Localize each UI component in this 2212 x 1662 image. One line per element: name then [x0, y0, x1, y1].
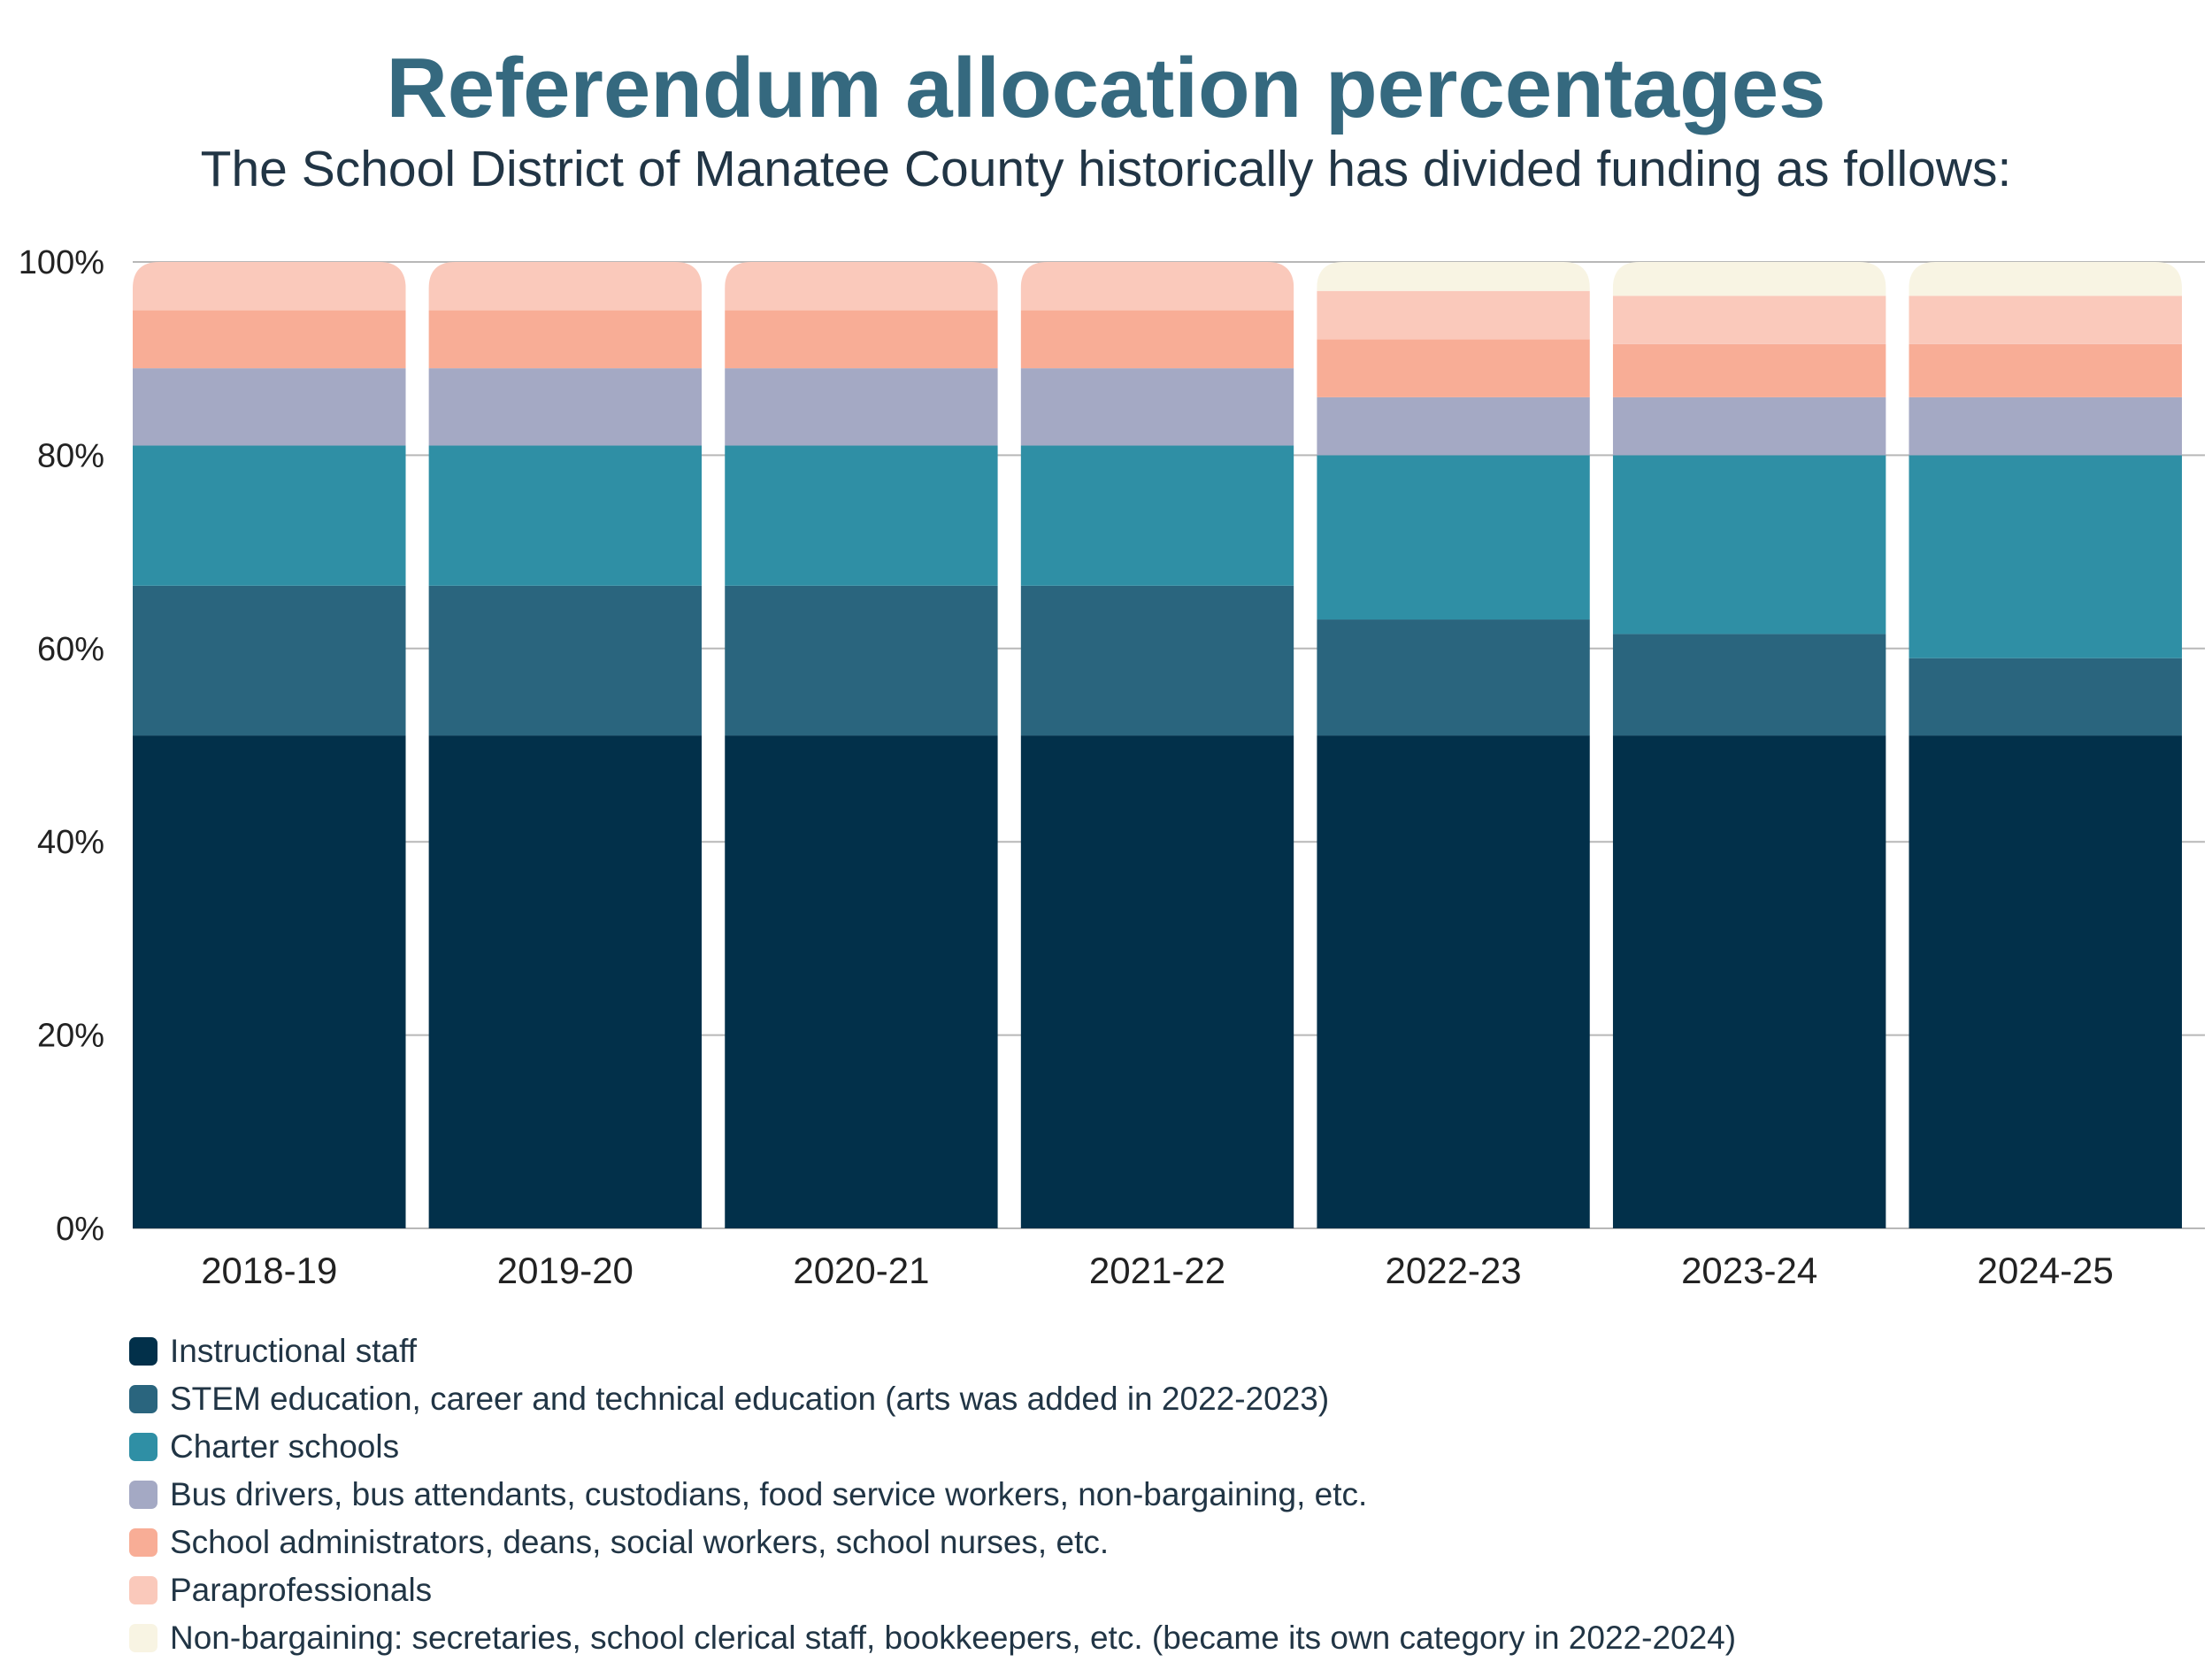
legend-swatch	[129, 1433, 157, 1461]
x-tick-label: 2021-22	[1089, 1250, 1225, 1291]
legend-label: Non-bargaining: secretaries, school cler…	[170, 1620, 1737, 1656]
legend-label: School administrators, deans, social wor…	[170, 1524, 1110, 1560]
bar-segment	[133, 735, 406, 1228]
bar-segment	[1020, 585, 1294, 736]
bar-segment	[428, 368, 703, 446]
x-tick-label: 2024-25	[1978, 1250, 2114, 1291]
x-tick-label: 2020-21	[793, 1250, 929, 1291]
legend-item: Paraprofessionals	[129, 1566, 1736, 1614]
x-tick-label: 2018-19	[201, 1250, 337, 1291]
bar-segment	[1909, 296, 2182, 344]
bar-segment	[1612, 296, 1886, 344]
bar-segment	[1317, 290, 1590, 340]
bar-segment	[133, 368, 406, 446]
bar-segment	[428, 585, 703, 736]
bar-segment	[1317, 396, 1590, 456]
legend-item: Non-bargaining: secretaries, school cler…	[129, 1614, 1736, 1662]
bar-stack-2020-21	[725, 262, 998, 1228]
legend-item: School administrators, deans, social wor…	[129, 1519, 1736, 1566]
bar-stack-2022-23	[1317, 262, 1590, 1228]
bar-segment	[1909, 396, 2182, 456]
bar-stack-2024-25	[1909, 262, 2182, 1228]
bar-segment	[428, 310, 703, 369]
bar-stack-2023-24	[1612, 262, 1886, 1228]
legend-label: Paraprofessionals	[170, 1572, 433, 1608]
bar-segment	[1612, 343, 1886, 397]
bar-segment	[1317, 735, 1590, 1228]
bar-segment	[1909, 455, 2182, 658]
legend-swatch	[129, 1385, 157, 1413]
y-tick-label: 20%	[37, 1018, 104, 1055]
bar-segment	[133, 310, 406, 369]
bar-segment	[1909, 262, 2182, 296]
bar-segment	[1909, 343, 2182, 397]
chart-legend: Instructional staff STEM education, caree…	[129, 1327, 1736, 1662]
y-tick-label: 60%	[37, 631, 104, 668]
legend-label: Charter schools	[170, 1428, 400, 1465]
bar-segment	[1612, 735, 1886, 1228]
bar-segment	[1909, 658, 2182, 736]
bar-segment	[1317, 339, 1590, 397]
y-tick-label: 40%	[37, 824, 104, 861]
bar-segment	[1612, 455, 1886, 635]
legend-swatch	[129, 1481, 157, 1509]
bar-segment	[1612, 634, 1886, 736]
legend-swatch	[129, 1528, 157, 1557]
stacked-bar-chart: 0% 20% 40% 60% 80% 100% 2018-19 2019-20 2020-21 2…	[19, 244, 2205, 1291]
y-tick-label: 80%	[37, 437, 104, 474]
bar-segment	[725, 445, 998, 586]
y-tick-label: 100%	[19, 244, 104, 281]
bar-segment	[428, 735, 703, 1228]
bar-segment	[1020, 310, 1294, 369]
bar-segment	[725, 368, 998, 446]
legend-item: Bus drivers, bus attendants, custodians,…	[129, 1471, 1736, 1519]
legend-swatch	[129, 1576, 157, 1604]
bar-segment	[1317, 262, 1590, 291]
bar-segment	[133, 262, 406, 311]
legend-label: Bus drivers, bus attendants, custodians,…	[170, 1476, 1368, 1512]
bar-segment	[1612, 396, 1886, 456]
bar-segment	[133, 445, 406, 586]
bar-segment	[1020, 368, 1294, 446]
bar-stack-2019-20	[428, 262, 703, 1228]
bar-segment	[1317, 619, 1590, 736]
bar-segment	[725, 735, 998, 1228]
bar-segment	[1020, 262, 1294, 311]
bar-segment	[725, 262, 998, 311]
x-tick-label: 2019-20	[497, 1250, 634, 1291]
x-tick-label: 2022-23	[1386, 1250, 1522, 1291]
bar-segment	[428, 445, 703, 586]
bar-segment	[725, 585, 998, 736]
chart-subtitle: The School District of Manatee County hi…	[200, 141, 2012, 197]
legend-swatch	[129, 1624, 157, 1652]
legend-label: Instructional staff	[170, 1333, 418, 1369]
bar-segment	[133, 585, 406, 736]
x-tick-label: 2023-24	[1681, 1250, 1817, 1291]
bar-segment	[1317, 455, 1590, 620]
bar-segment	[1909, 735, 2182, 1228]
legend-item: STEM education, career and technical edu…	[129, 1375, 1736, 1423]
bar-segment	[1612, 262, 1886, 296]
y-tick-label: 0%	[56, 1211, 104, 1248]
bar-segment	[725, 310, 998, 369]
bar-segment	[1020, 735, 1294, 1228]
legend-label: STEM education, career and technical edu…	[170, 1381, 1330, 1417]
bar-segment	[1020, 445, 1294, 586]
bar-segment	[428, 262, 703, 311]
bar-stack-2018-19	[133, 262, 406, 1228]
chart-title: Referendum allocation percentages	[386, 41, 1826, 135]
legend-swatch	[129, 1337, 157, 1366]
legend-item: Instructional staff	[129, 1327, 1736, 1375]
legend-item: Charter schools	[129, 1423, 1736, 1471]
bar-stack-2021-22	[1020, 262, 1294, 1228]
